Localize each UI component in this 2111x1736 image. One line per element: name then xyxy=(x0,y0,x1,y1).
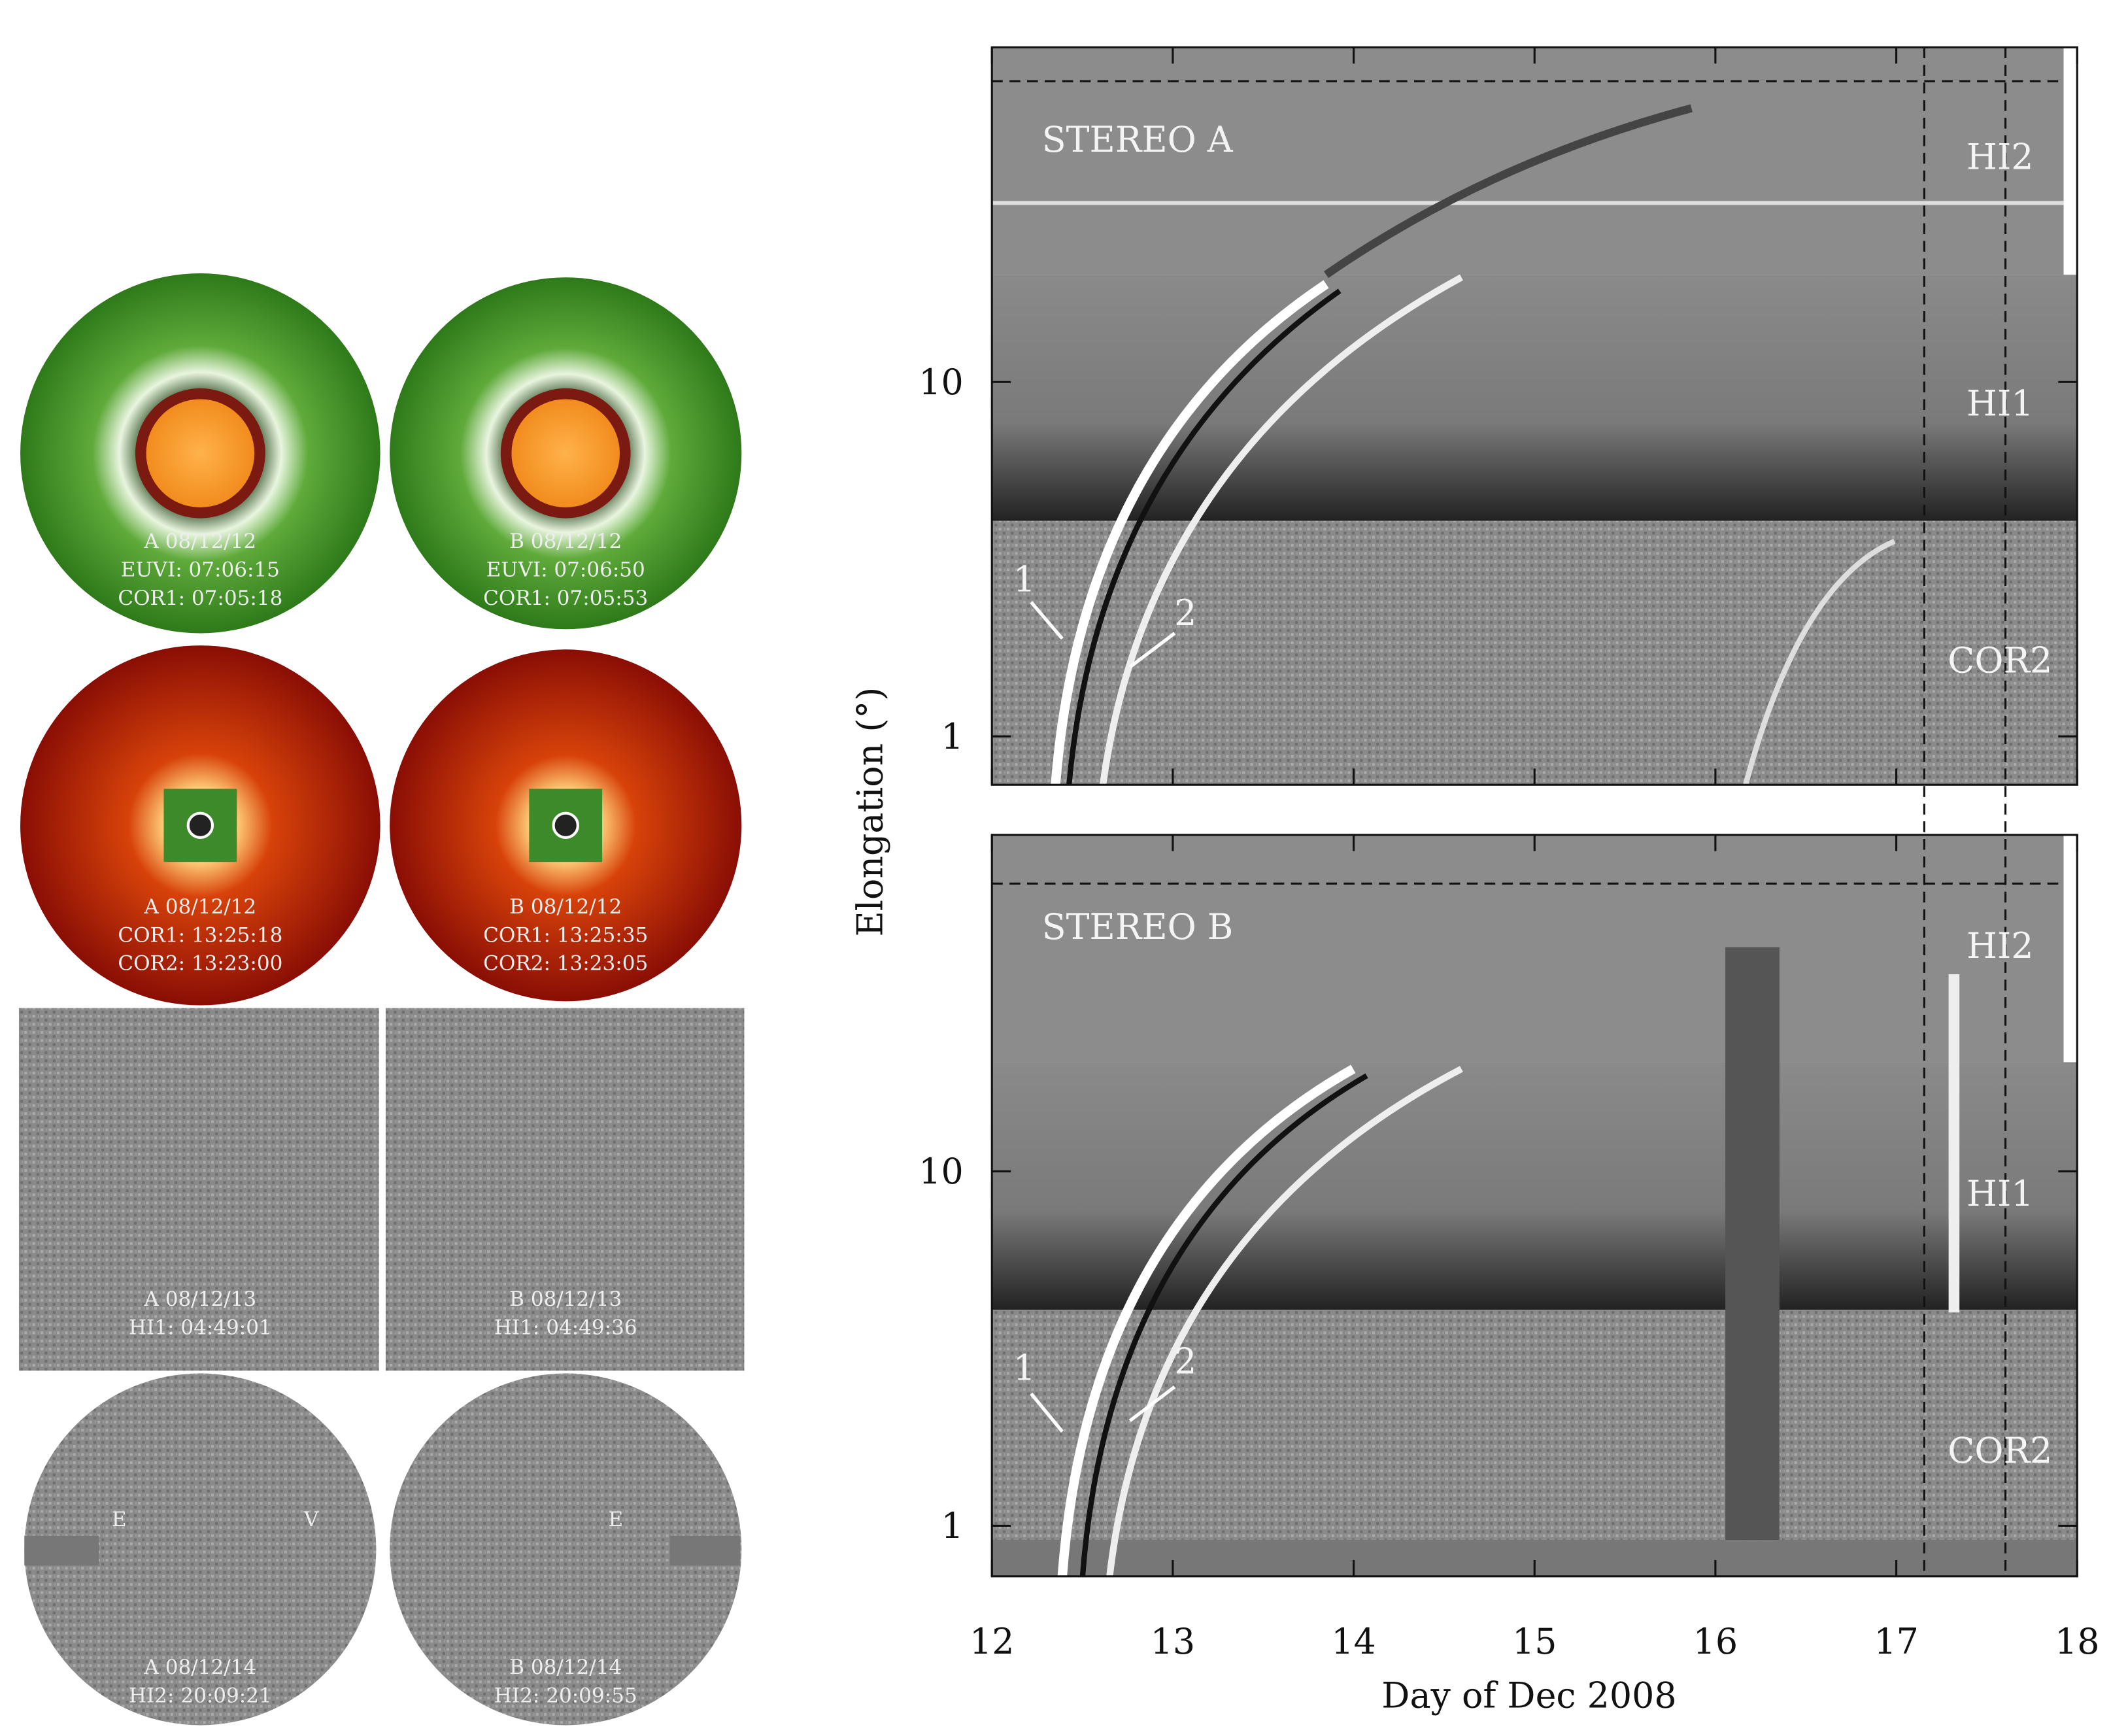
panel-caption: COR1: 13:25:35 xyxy=(483,923,648,947)
panel-caption: A 08/12/13 xyxy=(144,1287,257,1311)
band-label: HI1 xyxy=(1967,383,2033,424)
panel-caption: B 08/12/13 xyxy=(509,1287,622,1311)
track-arrows xyxy=(1030,601,1176,1433)
x-tick-label: 14 xyxy=(1331,1621,1376,1662)
x-tick-label: 16 xyxy=(1693,1621,1738,1662)
panel-caption: COR1: 13:25:18 xyxy=(118,923,282,947)
panel-caption: B 08/12/12 xyxy=(509,895,622,919)
y-tick-label: 1 xyxy=(941,716,964,757)
band-label: HI2 xyxy=(1967,925,2033,966)
x-tick-label: 15 xyxy=(1512,1621,1557,1662)
panel-caption: COR2: 13:23:00 xyxy=(118,952,282,976)
band-label: COR2 xyxy=(1948,1430,2052,1471)
panel-caption: B 08/12/12 xyxy=(509,530,622,553)
x-tick-label: 12 xyxy=(970,1621,1014,1662)
panel-caption: A 08/12/12 xyxy=(144,530,257,553)
y-tick-label: 1 xyxy=(941,1505,964,1546)
panel-caption: COR1: 07:05:53 xyxy=(483,587,648,610)
panel-caption: COR1: 07:05:18 xyxy=(118,587,282,610)
panel-caption: B 08/12/14 xyxy=(509,1656,622,1679)
dashed-lines xyxy=(992,47,2064,1576)
panel-caption: HI1: 04:49:36 xyxy=(494,1316,637,1339)
track-label: 1 xyxy=(1013,1348,1036,1389)
panel-caption: A 08/12/14 xyxy=(144,1656,257,1679)
band-label: HI2 xyxy=(1967,137,2033,178)
plot-title: STEREO B xyxy=(1042,906,1234,947)
y-label: Elongation (°) xyxy=(850,687,891,937)
x-label: Day of Dec 2008 xyxy=(1381,1675,1676,1716)
stereo-a-image xyxy=(992,47,2078,785)
panel-marker: E xyxy=(608,1508,623,1531)
panel-caption: HI1: 04:49:01 xyxy=(129,1316,272,1339)
track-label: 1 xyxy=(1013,558,1036,600)
track-label: 2 xyxy=(1174,1340,1196,1382)
stereo-b-image xyxy=(992,834,2078,1576)
panels xyxy=(18,273,745,1726)
panel-caption: A 08/12/12 xyxy=(144,895,257,919)
panel-caption: EUVI: 07:06:15 xyxy=(121,558,280,582)
track-label: 2 xyxy=(1174,592,1196,634)
x-tick-label: 18 xyxy=(2055,1621,2099,1662)
panel-caption: EUVI: 07:06:50 xyxy=(486,558,645,582)
band-label: COR2 xyxy=(1948,639,2052,681)
x-tick-label: 17 xyxy=(1874,1621,1918,1662)
panel-caption: HI2: 20:09:21 xyxy=(129,1684,272,1707)
panel-marker: V xyxy=(303,1508,319,1531)
y-tick-label: 10 xyxy=(919,1151,963,1192)
x-tick-label: 13 xyxy=(1151,1621,1195,1662)
y-tick-label: 10 xyxy=(919,362,963,403)
panel-caption: HI2: 20:09:55 xyxy=(494,1684,637,1707)
band-label: HI1 xyxy=(1967,1173,2033,1214)
panel-caption: COR2: 13:23:05 xyxy=(483,952,648,976)
panel-marker: E xyxy=(112,1508,127,1531)
plot-title: STEREO A xyxy=(1042,119,1234,160)
